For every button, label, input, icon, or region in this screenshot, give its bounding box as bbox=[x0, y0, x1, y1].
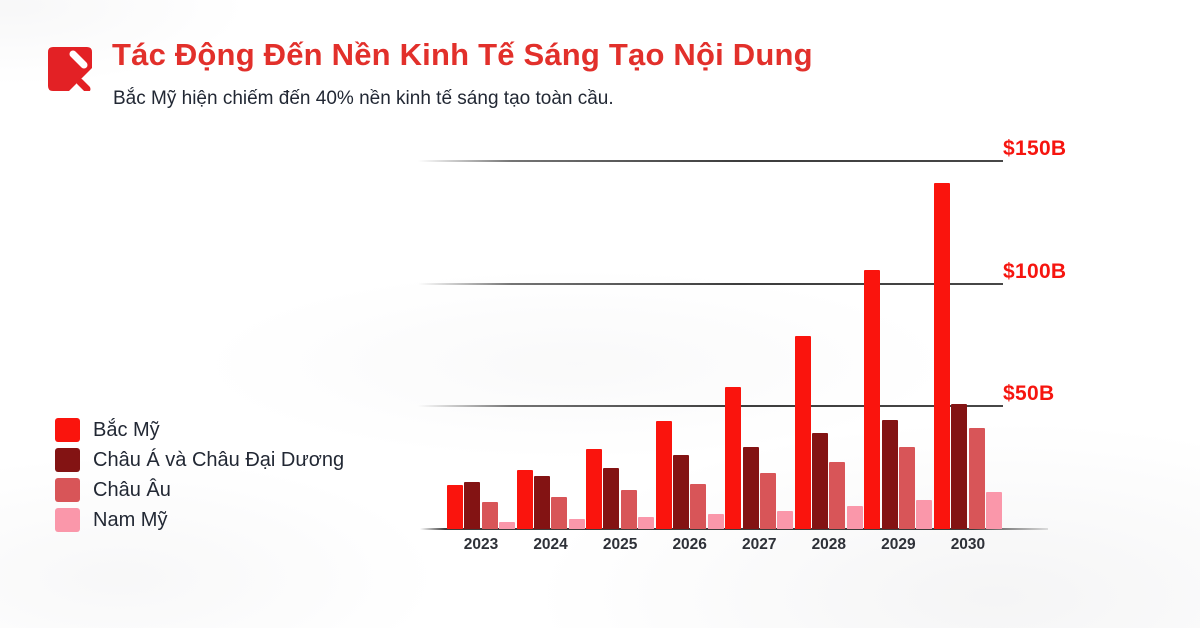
bar-chau-a-2024 bbox=[533, 476, 550, 529]
bar-nam-my-2025 bbox=[638, 517, 655, 529]
legend-item-bac-my: Bắc Mỹ bbox=[55, 418, 344, 442]
bar-group-2030 bbox=[933, 150, 1002, 529]
bar-bac-my-2029 bbox=[864, 270, 881, 529]
legend-swatch-nam-my bbox=[55, 508, 80, 532]
x-axis-label-2023: 2023 bbox=[463, 536, 499, 553]
bar-chau-au-2024 bbox=[551, 497, 568, 529]
bar-chau-a-2027 bbox=[742, 447, 759, 529]
bar-chau-a-2029 bbox=[881, 420, 898, 529]
gridline-100b bbox=[418, 282, 1003, 285]
x-axis-label-2024: 2024 bbox=[533, 536, 568, 553]
legend-item-chau-a: Châu Á và Châu Đại Dương bbox=[55, 448, 344, 472]
bar-nam-my-2026 bbox=[707, 514, 724, 529]
legend-label-chau-au: Châu Âu bbox=[93, 478, 171, 501]
bar-group-2026 bbox=[655, 150, 724, 529]
legend-item-nam-my: Nam Mỹ bbox=[55, 508, 344, 532]
bar-group-2027 bbox=[725, 150, 794, 529]
bar-nam-my-2030 bbox=[985, 492, 1002, 529]
bar-chau-a-2030 bbox=[951, 404, 968, 529]
bar-bac-my-2026 bbox=[655, 421, 672, 529]
legend-swatch-bac-my bbox=[55, 418, 80, 442]
chart-legend: Bắc Mỹ Châu Á và Châu Đại Dương Châu Âu Nam… bbox=[55, 418, 344, 538]
bar-nam-my-2028 bbox=[846, 506, 863, 529]
y-tick-label-100b: $100B bbox=[1003, 259, 1067, 283]
x-axis-labels: 2023 2024 2025 2026 2027 2028 2029 2030 bbox=[447, 536, 1002, 554]
page-title: Tác Động Đến Nền Kinh Tế Sáng Tạo Nội Du… bbox=[112, 37, 813, 72]
bar-chau-au-2030 bbox=[968, 428, 985, 529]
bar-chau-au-2026 bbox=[690, 484, 707, 529]
bar-nam-my-2023 bbox=[498, 522, 515, 529]
legend-swatch-chau-a bbox=[55, 448, 80, 472]
x-axis-label-2027: 2027 bbox=[742, 536, 777, 553]
x-axis-label-2029: 2029 bbox=[881, 536, 916, 553]
bar-chau-a-2028 bbox=[812, 433, 829, 529]
bar-chau-au-2027 bbox=[759, 473, 776, 529]
x-axis-label-2028: 2028 bbox=[811, 536, 847, 553]
bar-bac-my-2025 bbox=[586, 449, 603, 529]
gridline-150b bbox=[418, 160, 1003, 162]
x-axis-label-2030: 2030 bbox=[950, 536, 986, 553]
bar-bac-my-2030 bbox=[933, 183, 950, 529]
legend-label-bac-my: Bắc Mỹ bbox=[93, 418, 160, 441]
bar-nam-my-2024 bbox=[568, 519, 585, 529]
x-axis-label-2025: 2025 bbox=[602, 536, 638, 553]
bar-chau-au-2029 bbox=[899, 447, 916, 529]
bar-bac-my-2027 bbox=[725, 387, 742, 529]
page-subtitle: Bắc Mỹ hiện chiếm đến 40% nền kinh tế sá… bbox=[113, 88, 614, 109]
bar-bac-my-2024 bbox=[516, 470, 533, 529]
bar-group-2024 bbox=[516, 150, 585, 529]
y-tick-label-50b: $50B bbox=[1003, 382, 1055, 406]
y-tick-label-150b: $150B bbox=[1003, 137, 1067, 160]
legend-item-chau-au: Châu Âu bbox=[55, 478, 344, 502]
bar-chau-a-2023 bbox=[464, 482, 481, 529]
gridline-50b bbox=[418, 405, 1003, 408]
bar-bac-my-2023 bbox=[447, 485, 463, 529]
bar-chau-a-2026 bbox=[673, 455, 690, 529]
bar-group-2028 bbox=[794, 150, 863, 529]
bar-bac-my-2028 bbox=[794, 336, 811, 529]
bar-group-2029 bbox=[864, 150, 933, 529]
bar-nam-my-2029 bbox=[916, 500, 933, 529]
bar-chau-au-2028 bbox=[829, 462, 846, 529]
bar-nam-my-2027 bbox=[777, 511, 794, 529]
bar-chart-plot-area bbox=[447, 150, 1002, 529]
bar-chau-au-2025 bbox=[620, 490, 637, 529]
bar-chau-a-2025 bbox=[603, 468, 620, 529]
bar-chau-au-2023 bbox=[481, 502, 498, 529]
x-axis-label-2026: 2026 bbox=[672, 536, 707, 553]
bar-group-2023 bbox=[447, 150, 515, 529]
x-axis-line bbox=[420, 528, 1048, 530]
legend-swatch-chau-au bbox=[55, 478, 80, 502]
legend-label-chau-a: Châu Á và Châu Đại Dương bbox=[93, 448, 345, 471]
pen-note-logo-icon bbox=[48, 47, 92, 91]
bar-group-2025 bbox=[586, 150, 655, 529]
legend-label-nam-my: Nam Mỹ bbox=[93, 508, 168, 531]
